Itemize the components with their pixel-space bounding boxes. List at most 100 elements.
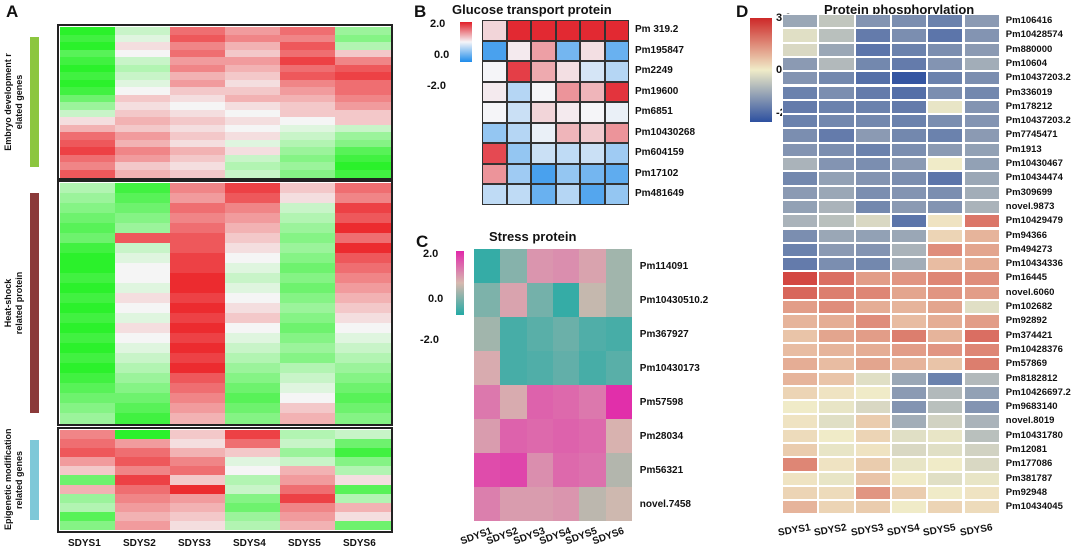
heatmap-a-cell [115, 34, 171, 43]
heatmap-a-cell [170, 383, 226, 394]
heatmap-a-cell [170, 203, 226, 214]
heatmap-a-cell [115, 293, 171, 304]
heatmap-a-cell [115, 102, 171, 110]
heatmap-b-cell [531, 143, 556, 164]
heatmap-d-cell [927, 471, 964, 486]
row-label: Pm604159 [635, 147, 684, 158]
heatmap-d-cell [782, 357, 819, 372]
heatmap-a-cell [170, 49, 226, 58]
panel-d-label: D [736, 2, 749, 21]
heatmap-a-cell [280, 403, 336, 414]
row-label: Pm102682 [1005, 301, 1053, 312]
heatmap-c-cell [579, 453, 606, 488]
heatmap-d-cell [818, 114, 855, 129]
heatmap-a-cell [115, 213, 171, 224]
panel-a-heatmap: Embryo development r elated genes Heat-sho… [0, 0, 410, 553]
heatmap-d-cell [890, 228, 928, 243]
heatmap-a-cell [225, 413, 281, 424]
heatmap-d-cell [927, 342, 964, 358]
heatmap-a-cell [170, 293, 226, 304]
heatmap-d-cell [963, 271, 1000, 286]
heatmap-a-cell [170, 520, 226, 531]
heatmap-d-cell [782, 214, 819, 229]
x-tick-label: SDYS6 [343, 538, 376, 549]
heatmap-d-cell [963, 300, 1000, 315]
heatmap-d-cell [890, 199, 928, 215]
heatmap-a-cell [335, 502, 391, 513]
heatmap-a-cell [335, 448, 391, 458]
heatmap-d-cell [963, 56, 1000, 72]
heatmap-d-cell [927, 443, 964, 458]
heatmap-a-cell [225, 466, 281, 476]
heatmap-a-cell [280, 34, 336, 43]
heatmap-d-cell [818, 443, 855, 458]
heatmap-a-cell [60, 403, 116, 414]
heatmap-c-cell [474, 283, 501, 318]
panel-d-heatmap: 3.00.0-2.0Pm106416Pm10428574Pm880000Pm10… [740, 12, 1072, 553]
heatmap-d-cell [782, 257, 819, 272]
heatmap-c-cell [552, 351, 580, 386]
heatmap-c-cell [500, 283, 527, 318]
row-label: Pm481649 [635, 188, 684, 199]
heatmap-a-cell [170, 439, 226, 449]
heatmap-c-cell [605, 317, 633, 352]
heatmap-a-cell [225, 475, 281, 486]
heatmap-a-cell [225, 183, 281, 194]
heatmap-a-cell [280, 124, 336, 133]
heatmap-d-cell [854, 99, 891, 115]
heatmap-a-cell [335, 154, 391, 163]
row-label: Pm10430510.2 [639, 295, 709, 306]
heatmap-d-cell [782, 242, 819, 258]
heatmap-b-cell [506, 163, 531, 184]
heatmap-a-cell [170, 132, 226, 140]
row-label: Pm8182812 [1005, 372, 1058, 384]
heatmap-a-cell [225, 213, 281, 224]
heatmap-a-cell [280, 213, 336, 224]
heatmap-a-cell [225, 363, 281, 374]
heatmap-c-cell [526, 453, 554, 488]
heatmap-a-cell [225, 313, 281, 324]
heatmap-b-cell [555, 20, 580, 41]
x-tick-label: SDYS1 [777, 521, 812, 539]
heatmap-d-cell [963, 471, 1000, 486]
heatmap-d-cell [890, 185, 928, 200]
heatmap-a-group-1 [57, 24, 393, 180]
heatmap-d-cell [963, 485, 1000, 501]
heatmap-a-cell [170, 393, 226, 404]
heatmap-a-cell [280, 253, 336, 264]
heatmap-d-cell [782, 157, 819, 172]
heatmap-c-cell [500, 249, 527, 284]
heatmap-a-cell [280, 413, 336, 424]
heatmap-a-cell [115, 154, 171, 163]
heatmap-d-cell [818, 357, 855, 372]
heatmap-a-cell [115, 313, 171, 324]
panel-d-title: Protein phosphorylation [824, 2, 975, 17]
heatmap-a-cell [170, 511, 226, 522]
heatmap-d-cell [854, 185, 891, 200]
heatmap-a-cell [170, 413, 226, 424]
heatmap-d-cell [927, 457, 964, 472]
heatmap-a-cell [225, 193, 281, 204]
heatmap-a-cell [115, 520, 171, 531]
heatmap-a-cell [115, 413, 171, 424]
heatmap-d-cell [890, 257, 928, 272]
heatmap-d-cell [854, 257, 891, 272]
heatmap-d-cell [927, 99, 964, 115]
row-label: Pm92892 [1005, 315, 1047, 327]
heatmap-d-cell [854, 428, 891, 443]
heatmap-b-cell [555, 184, 580, 205]
x-tick-label: SDYS5 [288, 538, 321, 549]
heatmap-d-cell [782, 271, 819, 286]
colorbar [460, 22, 472, 62]
heatmap-c-cell [605, 487, 633, 522]
heatmap-d-cell [818, 171, 855, 186]
row-label: Pm10429479 [1005, 215, 1063, 227]
group-label: Embryo development r elated genes [3, 27, 27, 177]
x-tick-label: SDYS6 [958, 521, 994, 539]
heatmap-d-cell [854, 71, 891, 86]
heatmap-d-cell [782, 114, 819, 129]
heatmap-a-cell [280, 466, 336, 476]
heatmap-d-cell [818, 371, 855, 386]
heatmap-a-cell [60, 154, 116, 163]
heatmap-a-cell [225, 393, 281, 404]
